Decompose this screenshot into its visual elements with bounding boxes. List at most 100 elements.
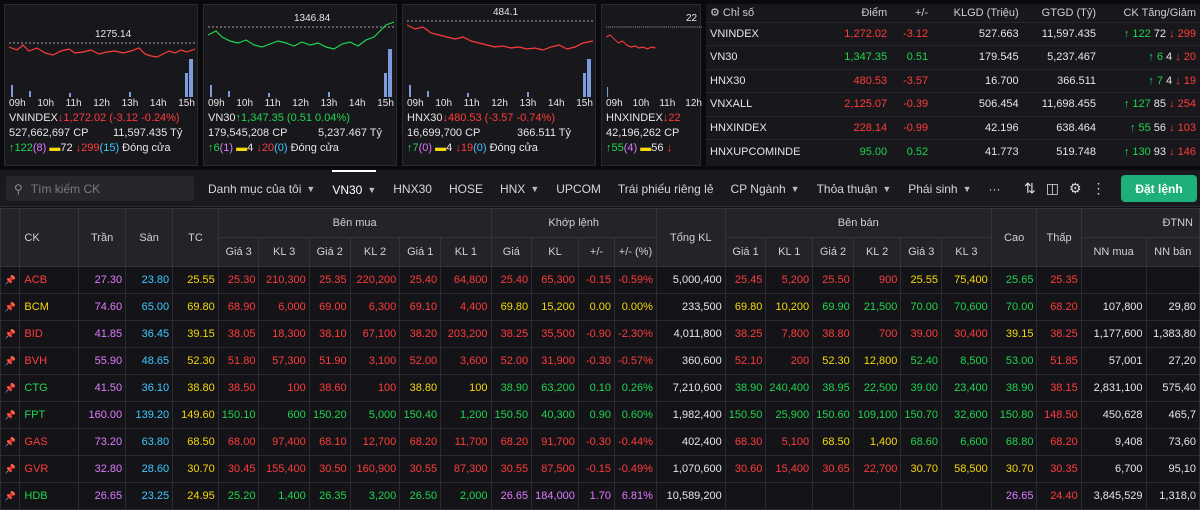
tab-hose[interactable]: HOSE bbox=[449, 170, 483, 207]
pin-icon[interactable]: 📌 bbox=[0, 401, 21, 429]
tab-hnx30[interactable]: HNX30 bbox=[393, 170, 432, 207]
ask-volume-2: 22,700 bbox=[852, 455, 902, 483]
table-row[interactable]: 📌 BCM 74.60 65.00 69.80 68.90 6,000 69.00 6,300 6… bbox=[0, 293, 1200, 321]
index-panel-vn30[interactable]: 1346.84 09h 10h 11h 12h 13h 14h 15h VN30↑1,347.3… bbox=[203, 4, 397, 166]
place-order-button[interactable]: Đặt lệnh bbox=[1121, 175, 1197, 202]
index-breadth: ↑ 7 4 ↓ 19 bbox=[1100, 68, 1200, 93]
index-row[interactable]: VNXALL 2,125.07 -0.39 506.454 11,698.455 ↑ 12… bbox=[706, 92, 1200, 116]
reference-price: 69.80 bbox=[172, 293, 219, 321]
pin-icon[interactable]: 📌 bbox=[0, 455, 21, 483]
index-panel-vnindex[interactable]: 1275.14 09h 10h 11h 12h 13h 14h 15h VNINDEX↓1,27… bbox=[4, 4, 198, 166]
match-price: 26.65 bbox=[490, 482, 533, 510]
index-point: 480.53 bbox=[828, 68, 892, 93]
stock-symbol[interactable]: BCM bbox=[19, 293, 80, 321]
tab-upcom[interactable]: UPCOM bbox=[556, 170, 601, 207]
ask-volume-1: 240,400 bbox=[765, 374, 814, 402]
ceiling-count: (1) bbox=[219, 142, 234, 154]
table-row[interactable]: 📌 BVH 55.90 48.65 52.30 51.80 57,300 51.90 3,100… bbox=[0, 347, 1200, 375]
ask-price-1: 38.90 bbox=[724, 374, 767, 402]
ask-price-2: 69.90 bbox=[812, 293, 854, 321]
more-options-icon[interactable]: ⋮ bbox=[1091, 180, 1106, 196]
pin-icon[interactable]: 📌 bbox=[0, 428, 21, 456]
breadth-down: ↓ 299 bbox=[1166, 27, 1196, 40]
tab-danh-m-c-c-a-t-i[interactable]: Danh mục của tôi ▼ bbox=[208, 170, 315, 207]
foreign-buy: 9,408 bbox=[1080, 428, 1147, 456]
pin-icon[interactable]: 📌 bbox=[0, 482, 21, 510]
stock-symbol[interactable]: BVH bbox=[19, 347, 80, 375]
search-input[interactable] bbox=[30, 181, 181, 196]
search-box[interactable]: ⚲ bbox=[6, 176, 194, 201]
index-col-header: GTGD (Tỷ) bbox=[1041, 6, 1097, 19]
tab--[interactable]: ··· bbox=[989, 170, 1001, 207]
index-panel-hnx30[interactable]: 484.1 09h 10h 11h 12h 13h 14h 15h HNX30↓480.53 (… bbox=[402, 4, 596, 166]
index-name: VNXALL bbox=[706, 92, 829, 116]
low-price: 68.20 bbox=[1036, 293, 1082, 321]
index-panel-hnxindex[interactable]: 22 09h 10h 11h 12h HNXINDEX↓22 42,196,262 CP ↑5… bbox=[601, 4, 702, 166]
tab-ph-i-sinh[interactable]: Phái sinh ▼ bbox=[908, 170, 971, 207]
stock-symbol[interactable]: GAS bbox=[19, 428, 80, 456]
unchanged-icon: ▬ bbox=[637, 142, 652, 154]
pin-icon[interactable]: 📌 bbox=[0, 374, 21, 402]
table-row[interactable]: 📌 FPT 160.00 139.20 149.60 150.10 600 150.20 5,0… bbox=[0, 401, 1200, 429]
ask-price-2: 25.50 bbox=[812, 266, 854, 294]
board-tabs: Danh mục của tôi ▼ VN30 ▼ HNX30 HOSE HNX ▼ UPCOM… bbox=[208, 170, 1018, 207]
index-row[interactable]: HNXINDEX 228.14 -0.99 42.196 638.464 ↑ 55 56 … bbox=[706, 115, 1200, 140]
low-price: 24.40 bbox=[1036, 482, 1082, 510]
tab-label: Danh mục của tôi bbox=[208, 181, 302, 196]
table-row[interactable]: 📌 HDB 26.65 23.25 24.95 25.20 1,400 26.35 3,200 2… bbox=[0, 482, 1200, 510]
stock-symbol[interactable]: FPT bbox=[19, 401, 80, 429]
index-summary-table: ⚙ Chỉ số Điểm +/- KLGD (Triệu) GTGD (Tỷ) CK T… bbox=[706, 4, 1200, 166]
index-volume: 16.700 bbox=[932, 68, 1023, 93]
time-tick: 09h bbox=[208, 98, 225, 109]
stock-symbol[interactable]: BID bbox=[19, 320, 80, 348]
table-row[interactable]: 📌 CTG 41.50 36.10 38.80 38.50 100 38.60 100 38.80… bbox=[0, 374, 1200, 402]
floor-price: 48.65 bbox=[125, 347, 174, 375]
breadth-up: ↑ 127 bbox=[1123, 98, 1151, 111]
tab-tr-i-phi-u-ri-ng-l-[interactable]: Trái phiếu riêng lẻ bbox=[618, 170, 714, 207]
pin-icon[interactable]: 📌 bbox=[0, 347, 21, 375]
index-col-header: Điểm bbox=[861, 6, 888, 19]
stock-symbol[interactable]: HDB bbox=[19, 482, 80, 510]
ask-price-2: 52.30 bbox=[812, 347, 854, 375]
high-price: 30.70 bbox=[990, 455, 1038, 483]
ask-volume-3: 6,600 bbox=[941, 428, 992, 456]
time-tick: 13h bbox=[320, 98, 338, 109]
settings-gear-icon[interactable]: ⚙ bbox=[710, 7, 723, 20]
down-arrow-icon: ↓ bbox=[452, 142, 461, 154]
tab-vn30[interactable]: VN30 ▼ bbox=[332, 170, 377, 207]
tab-hnx[interactable]: HNX ▼ bbox=[500, 170, 539, 207]
reference-value-label: 1275.14 bbox=[95, 29, 132, 40]
tab-label: ··· bbox=[988, 181, 1001, 196]
tab-cp-ng-nh[interactable]: CP Ngành ▼ bbox=[731, 170, 800, 207]
table-row[interactable]: 📌 GVR 32.80 28.60 30.70 30.45 155,400 30.50 160,… bbox=[0, 455, 1200, 483]
trend-arrow-icon: ↑ bbox=[235, 112, 242, 124]
stock-symbol[interactable]: GVR bbox=[19, 455, 80, 483]
table-row[interactable]: 📌 BID 41.85 36.45 39.15 38.05 18,300 38.10 67,10… bbox=[0, 320, 1200, 348]
index-point: 95.00 bbox=[828, 139, 892, 163]
table-row[interactable]: 📌 ACB 27.30 23.80 25.55 25.30 210,300 25.35 220,… bbox=[0, 266, 1200, 294]
intraday-chart: 22 bbox=[606, 7, 702, 99]
stock-symbol[interactable]: CTG bbox=[19, 374, 80, 402]
pin-icon[interactable]: 📌 bbox=[0, 266, 21, 294]
pin-icon[interactable]: 📌 bbox=[0, 293, 21, 321]
index-breadth: ↑ 127 85 ↓ 254 bbox=[1100, 92, 1200, 116]
gear-icon[interactable]: ⚙ bbox=[1068, 180, 1082, 196]
index-row[interactable]: VNINDEX 1,272.02 -3.12 527.663 11,597.435 ↑ 1… bbox=[706, 21, 1200, 46]
index-row[interactable]: HNXUPCOMINDE 95.00 0.52 41.773 519.748 ↑ 130 … bbox=[706, 139, 1200, 163]
excel-export-icon[interactable]: ◫ bbox=[1045, 180, 1059, 196]
time-tick: 12h bbox=[93, 98, 110, 109]
col-bid-price-1: Giá 1 bbox=[399, 237, 442, 267]
breadth-down: ↓ 146 bbox=[1166, 145, 1196, 158]
tab-th-a-thu-n[interactable]: Thỏa thuận ▼ bbox=[817, 170, 892, 207]
index-row[interactable]: VN30 1,347.35 0.51 179.545 5,237.467 ↑ 6 4 ↓ … bbox=[706, 45, 1200, 69]
bid-volume-2: 6,300 bbox=[349, 293, 401, 321]
table-row[interactable]: 📌 GAS 73.20 63.80 68.50 68.00 97,400 68.10 12,70… bbox=[0, 428, 1200, 456]
stock-symbol[interactable]: ACB bbox=[19, 266, 80, 294]
pin-col-header bbox=[0, 208, 21, 267]
index-row[interactable]: HNX30 480.53 -3.57 16.700 366.511 ↑ 7 4 ↓ 19 bbox=[706, 68, 1200, 93]
chevron-down-icon: ▼ bbox=[882, 183, 892, 194]
tab-label: Thỏa thuận bbox=[816, 181, 878, 196]
sort-icon[interactable]: ⇅ bbox=[1024, 180, 1036, 196]
pin-icon[interactable]: 📌 bbox=[0, 320, 21, 348]
up-arrow-icon: ↑ bbox=[208, 142, 214, 154]
